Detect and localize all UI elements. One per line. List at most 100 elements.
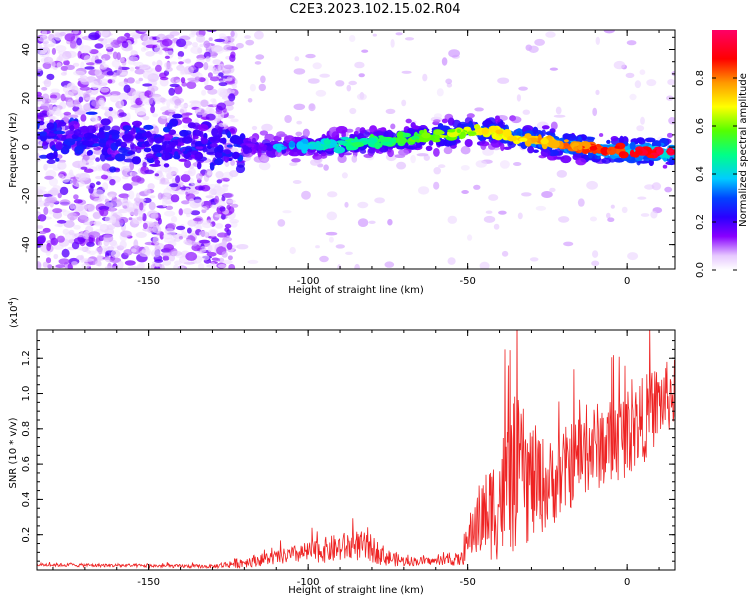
spectrogram-cell [448,139,457,146]
spectrogram-cell [167,122,173,130]
snr-x-ticks: -150 -100 -50 0 [52,330,660,588]
spectrogram-cell [342,152,353,156]
y-tick-label: -20 [21,188,32,204]
spectrogram-cell [499,160,510,169]
spectrogram-cell [553,114,566,118]
spectrogram-cell [601,157,612,164]
spectrogram-cell [398,149,410,156]
spectrogram-cell [227,255,233,261]
spectrogram-cell [367,137,378,145]
spectrogram-cell [164,210,176,217]
spectrogram-cell [461,190,469,194]
spectrogram-cell [54,223,64,227]
spectrogram-cell [152,113,159,118]
y-tick-label: 0.2 [21,527,32,543]
spectrogram-cell [178,208,183,216]
spectrogram-cell [135,80,141,84]
spectrogram-cell [129,67,135,72]
spectrogram-cell [37,67,43,72]
x-tick-label: -150 [137,276,160,287]
spectrogram-cell [445,78,453,85]
spectrogram-cell [326,211,338,221]
spectrogram-cell [656,147,664,156]
spectrogram-cell [529,257,539,262]
spectrogram-cell [340,136,350,140]
spectrogram-cell [144,188,151,195]
spectrogram-cell [162,260,172,266]
spectrogram-cell [423,154,430,161]
spectrogram-cell [62,228,70,235]
spectrogram-cell [351,155,358,163]
spectrogram-cell [378,145,389,153]
spectrogram-cell [335,80,345,87]
spectrogram-cell [563,241,574,247]
spectrogram-cell [217,264,227,268]
spectrogram-cell [158,264,165,269]
spectrogram-cell [307,78,320,84]
spectrogram-cell [119,208,126,213]
spectrogram-cell [42,261,49,268]
spectrogram-cell [396,131,404,139]
spectrogram-cell [249,83,256,92]
x-tick-label: 0 [624,276,630,287]
spectrogram-cell [201,255,210,261]
spectrogram-cell [545,31,556,38]
spectrogram-cell [83,132,95,139]
y-tick-label: 0.8 [21,421,32,437]
spectrogram-cell [224,227,230,233]
spectrogram-cell [98,97,105,106]
spectrogram-cell [136,177,145,184]
spectrogram-cell [563,142,569,147]
spectrogram-cell [589,145,598,151]
spectrogram-cell [152,61,156,66]
spectrogram-cell [141,166,147,172]
spectrogram-cell [163,187,172,197]
spectrogram-cell [226,242,233,250]
spectrogram-cell [138,77,144,82]
spectrogram-cell [43,202,50,207]
spectrogram-cell [563,139,569,143]
spectrogram-cell [502,129,512,138]
spectrogram-cell [187,219,198,227]
spectrogram-cell [97,241,102,247]
spectrogram-cell [122,205,128,209]
spectrogram-cell [541,125,550,130]
spectrogram-cell [357,201,369,209]
spectrogram-cell [37,235,46,244]
spectrogram-cell [629,149,635,157]
spectrogram-cell [53,130,66,135]
spectrogram-cell [173,264,179,269]
spectrogram-cell [63,220,75,228]
spectrogram-cell [548,139,560,149]
spectrogram-cell [52,211,63,219]
spectrogram-cell [200,99,209,108]
spectrogram-cell [497,77,510,84]
spectrogram-cell [230,159,236,166]
spectrogram-cell [120,141,127,148]
spectrogram-cell [177,56,182,60]
spectrogram-cell [99,78,108,84]
spectrogram-cell [123,84,131,94]
spectrogram-cell [180,77,186,84]
spectrogram-cell [161,143,167,151]
spectrogram-cell [438,164,446,169]
spectrogram-cell [148,222,156,228]
spectrogram-cell [208,37,213,42]
spectrogram-cell [203,62,209,71]
spectrogram-cell [174,85,183,95]
y-tick-label: 20 [21,92,32,105]
spectrogram-cell [192,199,205,207]
spectrogram-cell [479,261,490,269]
spectrogram-cell [490,139,502,148]
spectrogram-cell [53,253,59,260]
spectrogram-cell [373,131,384,135]
spectrogram-cell [195,146,204,150]
spectrogram-cell [173,238,181,242]
spectrogram-cell [97,131,107,139]
spectrogram-cell [128,217,133,221]
spectrogram-cell [224,223,232,229]
spectrogram-cell [73,70,85,76]
spectrogram-cell [163,163,170,168]
spectrogram-cell [348,80,358,86]
spectrogram-cell [141,131,153,138]
